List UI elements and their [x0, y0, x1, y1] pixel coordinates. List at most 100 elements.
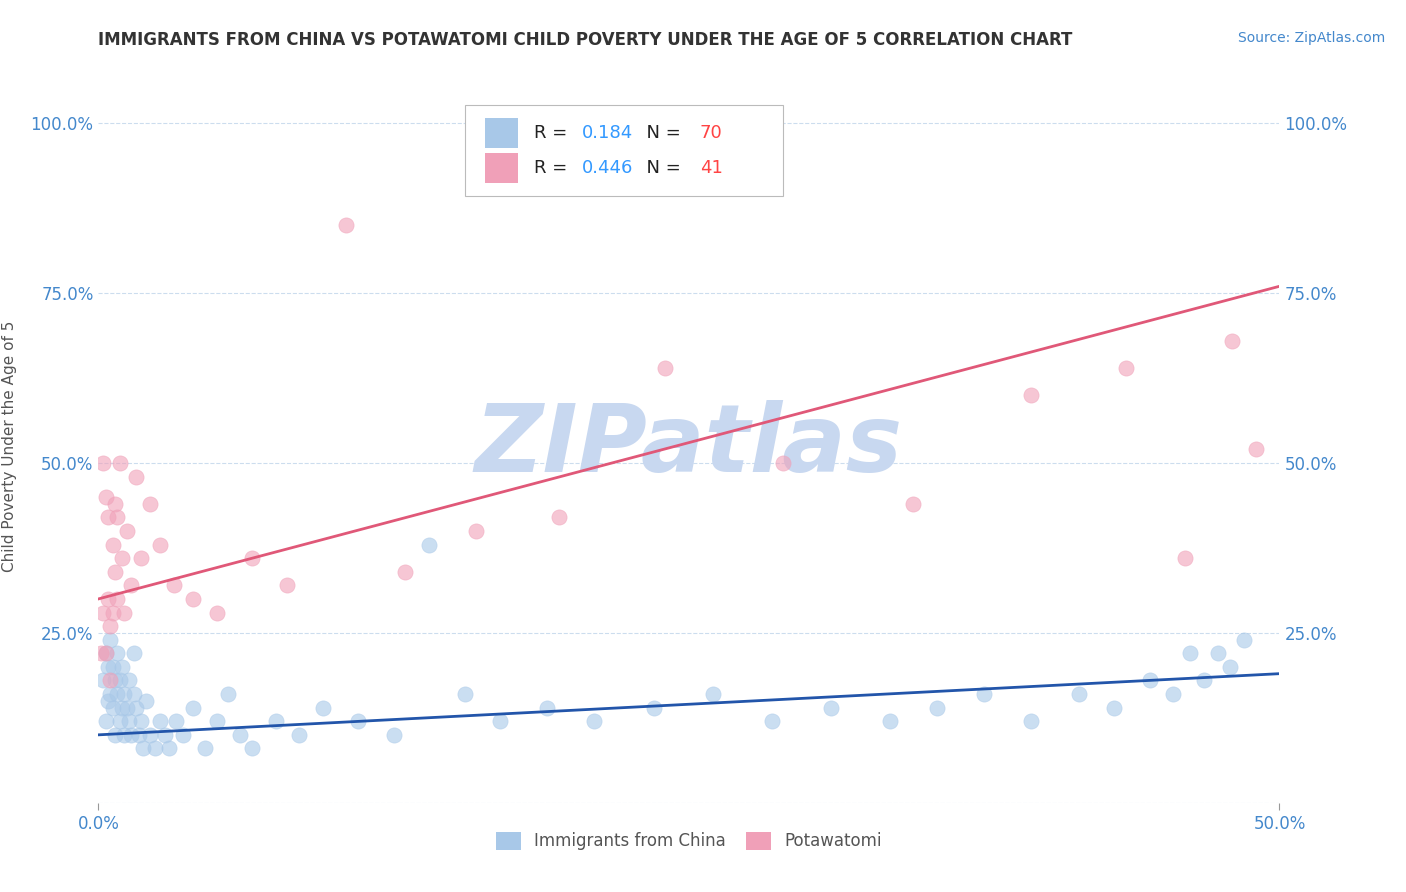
Point: [105, 510, 128, 524]
Point: [91, 606, 114, 620]
Point: [229, 728, 252, 742]
Point: [118, 714, 141, 729]
Point: [135, 694, 157, 708]
Point: [104, 565, 127, 579]
Point: [1244, 442, 1267, 457]
Point: [1174, 551, 1197, 566]
Point: [312, 700, 335, 714]
Point: [108, 456, 131, 470]
Point: [489, 714, 512, 729]
Point: [90, 646, 112, 660]
Point: [1021, 714, 1043, 729]
Text: N =: N =: [634, 124, 686, 142]
Point: [94, 490, 117, 504]
Point: [121, 728, 143, 742]
Point: [125, 469, 148, 483]
Point: [125, 700, 148, 714]
Point: [1102, 700, 1125, 714]
Point: [276, 578, 298, 592]
Point: [418, 537, 440, 551]
Text: 41: 41: [700, 160, 723, 178]
Point: [98, 673, 121, 688]
Point: [101, 606, 124, 620]
Point: [115, 700, 138, 714]
Point: [643, 700, 665, 714]
Point: [217, 687, 239, 701]
Point: [143, 741, 166, 756]
Point: [925, 700, 948, 714]
Point: [382, 728, 405, 742]
Point: [104, 728, 127, 742]
Point: [172, 728, 194, 742]
Point: [761, 714, 783, 729]
Point: [264, 714, 287, 729]
Point: [94, 714, 117, 729]
Point: [1219, 660, 1241, 674]
Point: [149, 537, 172, 551]
Point: [98, 632, 121, 647]
Point: [122, 646, 145, 660]
Point: [97, 660, 120, 674]
Point: [548, 510, 571, 524]
Point: [111, 551, 134, 566]
FancyBboxPatch shape: [485, 118, 517, 148]
Point: [139, 728, 162, 742]
Point: [1067, 687, 1090, 701]
Point: [91, 456, 114, 470]
Point: [536, 700, 558, 714]
Point: [97, 694, 120, 708]
Point: [1192, 673, 1215, 688]
Point: [1220, 334, 1243, 348]
Point: [153, 728, 176, 742]
Point: [240, 551, 263, 566]
Text: N =: N =: [634, 160, 686, 178]
Point: [347, 714, 370, 729]
Point: [97, 591, 120, 606]
Point: [465, 524, 488, 538]
Point: [394, 565, 416, 579]
Point: [122, 687, 145, 701]
Point: [1206, 646, 1229, 660]
Point: [163, 578, 186, 592]
Point: [453, 687, 475, 701]
Legend: Immigrants from China, Potawatomi: Immigrants from China, Potawatomi: [488, 823, 890, 859]
Point: [132, 741, 155, 756]
Text: Source: ZipAtlas.com: Source: ZipAtlas.com: [1237, 31, 1385, 45]
Y-axis label: Child Poverty Under the Age of 5: Child Poverty Under the Age of 5: [1, 320, 17, 572]
Point: [94, 646, 117, 660]
Point: [94, 646, 117, 660]
Point: [335, 218, 357, 232]
Point: [194, 741, 217, 756]
Point: [205, 714, 228, 729]
Point: [98, 619, 121, 633]
Point: [112, 728, 135, 742]
Point: [973, 687, 995, 701]
Point: [181, 700, 204, 714]
Point: [111, 700, 134, 714]
Point: [583, 714, 606, 729]
Point: [205, 606, 228, 620]
Point: [97, 510, 120, 524]
FancyBboxPatch shape: [485, 153, 517, 184]
Point: [111, 660, 134, 674]
Point: [108, 673, 131, 688]
Point: [98, 687, 121, 701]
Point: [288, 728, 311, 742]
Point: [1178, 646, 1201, 660]
Point: [105, 591, 128, 606]
Text: 0.446: 0.446: [582, 160, 633, 178]
FancyBboxPatch shape: [464, 105, 783, 196]
Point: [1233, 632, 1256, 647]
Point: [903, 497, 925, 511]
Point: [240, 741, 263, 756]
Point: [104, 673, 127, 688]
Point: [101, 660, 124, 674]
Point: [1021, 388, 1043, 402]
Text: ZIPatlas: ZIPatlas: [475, 400, 903, 492]
Point: [1115, 360, 1137, 375]
Point: [879, 714, 901, 729]
Point: [149, 714, 172, 729]
Point: [157, 741, 180, 756]
Point: [101, 537, 124, 551]
Point: [654, 360, 676, 375]
